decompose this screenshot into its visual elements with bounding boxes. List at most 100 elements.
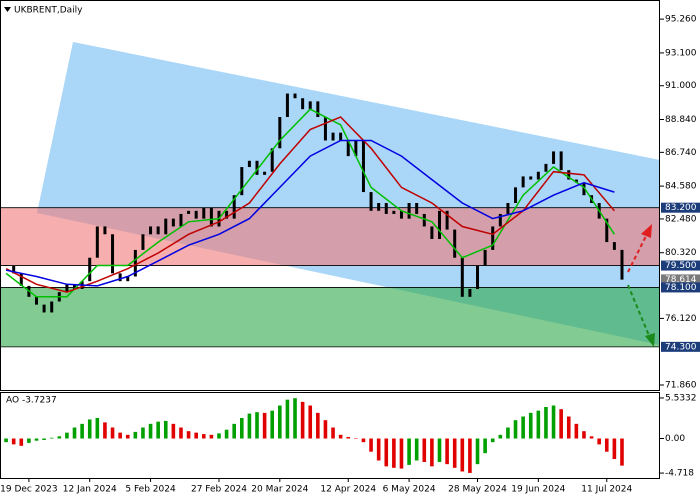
ao-bar xyxy=(125,434,130,439)
ao-bar xyxy=(255,412,259,439)
candle xyxy=(339,132,343,141)
y-tick-label: 5.5332 xyxy=(665,393,697,403)
ao-bar xyxy=(468,438,472,473)
candle xyxy=(149,226,153,235)
candle xyxy=(544,163,548,172)
ao-bar xyxy=(483,438,487,454)
price-label: 78.100 xyxy=(665,283,697,293)
candle xyxy=(536,171,540,180)
ao-bar xyxy=(452,438,457,468)
candle xyxy=(308,101,312,110)
ao-bar xyxy=(399,438,404,469)
ao-bar xyxy=(475,438,480,465)
ao-bar xyxy=(4,438,8,443)
ao-bar xyxy=(209,434,214,439)
candle xyxy=(4,265,8,267)
y-tick-label: 80.320 xyxy=(665,248,697,258)
candle xyxy=(415,203,419,214)
price-label-box xyxy=(661,260,700,271)
ao-bar xyxy=(566,416,571,439)
candle xyxy=(491,226,495,250)
candle xyxy=(126,276,130,282)
ao-bar xyxy=(148,423,153,439)
ao-bar xyxy=(490,438,495,443)
y-tick-label: 93.100 xyxy=(665,48,697,58)
ao-bar xyxy=(612,438,617,460)
x-tick-label: 5 Feb 2024 xyxy=(125,485,176,495)
price-label-box xyxy=(661,341,700,352)
ao-bar xyxy=(42,438,46,440)
x-tick-label: 12 Jan 2024 xyxy=(63,485,117,495)
price-label: 74.300 xyxy=(665,342,697,352)
ao-bar xyxy=(270,410,275,439)
candle xyxy=(263,171,267,175)
candle xyxy=(88,257,92,282)
candle xyxy=(225,210,229,219)
candle xyxy=(567,170,571,180)
candle xyxy=(42,304,46,313)
candle xyxy=(384,203,388,214)
ao-bar xyxy=(201,434,206,439)
ao-bar xyxy=(133,431,138,439)
candle xyxy=(171,218,175,227)
candle xyxy=(445,210,449,230)
ao-bar xyxy=(65,432,69,439)
zone xyxy=(0,287,660,347)
candle xyxy=(34,296,38,305)
moving-average xyxy=(5,108,616,298)
ao-bar xyxy=(422,438,427,462)
ao-bar xyxy=(239,417,244,439)
candle xyxy=(605,218,609,243)
ao-bar xyxy=(544,406,548,439)
ao-bar xyxy=(445,438,449,465)
candle xyxy=(377,203,381,211)
ao-bar xyxy=(430,438,434,467)
price-label: 78.614 xyxy=(665,275,697,285)
candle xyxy=(612,242,616,250)
ao-bar xyxy=(247,413,252,439)
ao-bar xyxy=(57,436,62,439)
candle xyxy=(95,226,99,258)
ao-bar xyxy=(262,412,267,439)
candle xyxy=(247,160,251,168)
candle xyxy=(361,140,365,193)
candle xyxy=(559,151,563,171)
candle xyxy=(19,273,23,286)
ao-bar xyxy=(118,432,122,439)
candle xyxy=(476,265,480,289)
candle xyxy=(346,140,350,157)
ao-title: AO -3.7237 xyxy=(6,396,57,406)
candle xyxy=(529,176,533,180)
candle xyxy=(278,117,282,149)
ao-bar xyxy=(414,438,419,461)
candle xyxy=(460,257,464,297)
ao-bar xyxy=(80,423,84,439)
forecast-down xyxy=(627,284,651,339)
candle xyxy=(12,265,16,274)
ao-bar xyxy=(323,420,328,439)
zone xyxy=(0,207,660,266)
price-label-box xyxy=(661,282,700,293)
x-tick-label: 12 Apr 2024 xyxy=(320,485,376,495)
ao-bar xyxy=(224,429,229,439)
y-tick-label: 82.480 xyxy=(665,214,697,224)
ao-bar xyxy=(171,423,176,439)
ao-bar xyxy=(194,432,198,439)
candle xyxy=(103,226,107,235)
ao-bar xyxy=(354,438,358,440)
forecast-arrows xyxy=(627,224,655,347)
candle xyxy=(118,273,122,282)
ao-bar xyxy=(597,438,601,445)
candle xyxy=(50,301,54,313)
ao-bar xyxy=(589,436,594,439)
ao-bar xyxy=(384,438,389,467)
x-tick-label: 6 May 2024 xyxy=(383,485,436,495)
y-tick-label: 71.860 xyxy=(665,380,697,390)
ao-bar xyxy=(437,438,442,462)
y-tick-label: 91.000 xyxy=(665,81,697,91)
ao-bar xyxy=(604,438,609,452)
candle xyxy=(141,234,145,250)
candle xyxy=(521,176,525,188)
ao-bar xyxy=(49,437,54,439)
